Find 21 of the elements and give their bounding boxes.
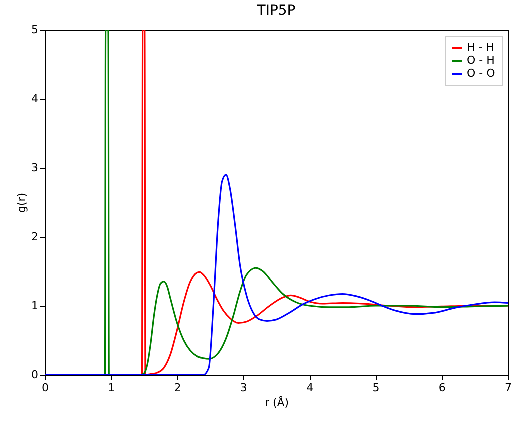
x-tick-label: 6: [438, 382, 446, 394]
y-axis-title: g(r): [16, 192, 28, 214]
y-tick-label: 0: [32, 368, 38, 382]
legend-label: H - H: [467, 41, 495, 54]
x-tick-label: 4: [306, 382, 314, 394]
y-tick-label: 1: [32, 300, 38, 312]
y-tick-label: 4: [32, 92, 38, 106]
chart-title: TIP5P: [256, 3, 296, 19]
x-tick-label: 3: [240, 382, 248, 394]
x-tick-label: 7: [505, 382, 512, 394]
legend-label: O - O: [467, 67, 496, 80]
x-axis-title: r (Å): [264, 396, 290, 410]
x-tick-label: 5: [372, 382, 380, 394]
x-tick-label: 0: [42, 382, 49, 394]
y-tick-label: 5: [32, 24, 38, 36]
x-tick-label: 2: [174, 382, 182, 394]
legend-label: O - H: [467, 54, 495, 67]
y-tick-label: 2: [32, 230, 38, 244]
y-tick-label: 3: [32, 162, 38, 174]
line-series: [45, 174, 508, 375]
x-tick-label: 1: [108, 382, 116, 394]
